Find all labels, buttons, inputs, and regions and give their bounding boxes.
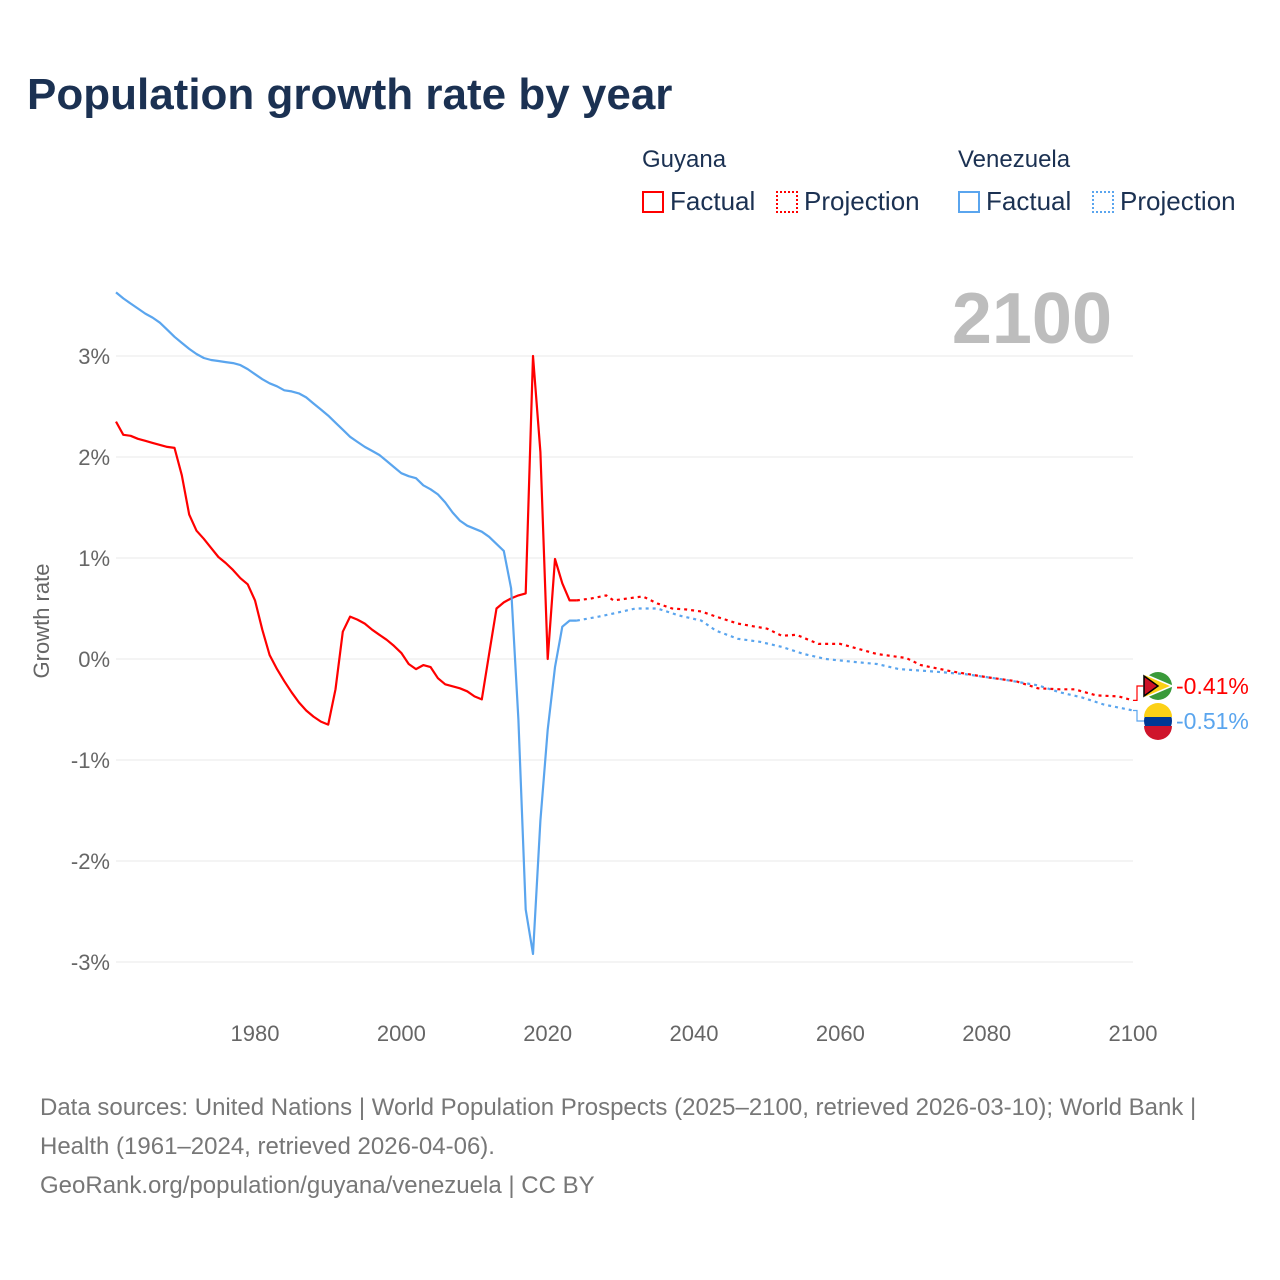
venezuela-end-connector <box>1133 709 1144 722</box>
legend-label: Projection <box>1120 186 1236 216</box>
y-tick-label: 1% <box>78 546 110 571</box>
legend-venezuela-projection[interactable]: Projection <box>1092 186 1236 217</box>
legend-label: Projection <box>804 186 920 216</box>
legend-guyana-projection[interactable]: Projection <box>776 186 920 217</box>
x-tick-label: 2020 <box>523 1021 572 1046</box>
legend-group-guyana: Guyana <box>642 146 727 173</box>
y-tick-label: 0% <box>78 647 110 672</box>
y-axis-label: Growth rate <box>29 563 54 679</box>
venezuela-dotted-line <box>576 607 1134 712</box>
x-tick-label: 2040 <box>670 1021 719 1046</box>
y-tick-label: -3% <box>71 950 110 975</box>
y-tick-label: 3% <box>78 344 110 369</box>
legend-label: Factual <box>670 186 756 216</box>
guyana-end-value-label: -0.41% <box>1176 673 1249 699</box>
venezuela-flag-red <box>1144 726 1172 740</box>
y-tick-label: 2% <box>78 445 110 470</box>
x-tick-label: 2100 <box>1109 1021 1158 1046</box>
legend-label: Factual <box>986 186 1072 216</box>
x-tick-label: 2080 <box>962 1021 1011 1046</box>
guyana-solid-line <box>115 354 577 726</box>
current-year-label: 2100 <box>951 279 1112 359</box>
venezuela-flag-yellow <box>1144 703 1172 717</box>
legend-guyana-factual[interactable]: Factual <box>642 186 755 217</box>
venezuela-end-value-label: -0.51% <box>1176 708 1249 734</box>
source-url[interactable]: GeoRank.org/population/guyana/venezuela … <box>40 1172 595 1199</box>
guyana-dotted-line <box>576 594 1134 702</box>
y-tick-label: -2% <box>71 849 110 874</box>
legend-venezuela-factual[interactable]: Factual <box>958 186 1071 217</box>
source-note: Data sources: United Nations | World Pop… <box>40 1088 1240 1205</box>
source-line: Data sources: United Nations | World Pop… <box>40 1094 1197 1160</box>
guyana-end-connector <box>1133 685 1144 702</box>
x-tick-label: 1980 <box>231 1021 280 1046</box>
x-tick-label: 2000 <box>377 1021 426 1046</box>
guyana-flag-triangle <box>1143 674 1160 698</box>
chart-title: Population growth rate by year <box>27 70 673 119</box>
x-tick-label: 2060 <box>816 1021 865 1046</box>
legend-group-venezuela: Venezuela <box>958 146 1071 173</box>
y-tick-label: -1% <box>71 748 110 773</box>
venezuela-solid-line <box>115 291 577 955</box>
